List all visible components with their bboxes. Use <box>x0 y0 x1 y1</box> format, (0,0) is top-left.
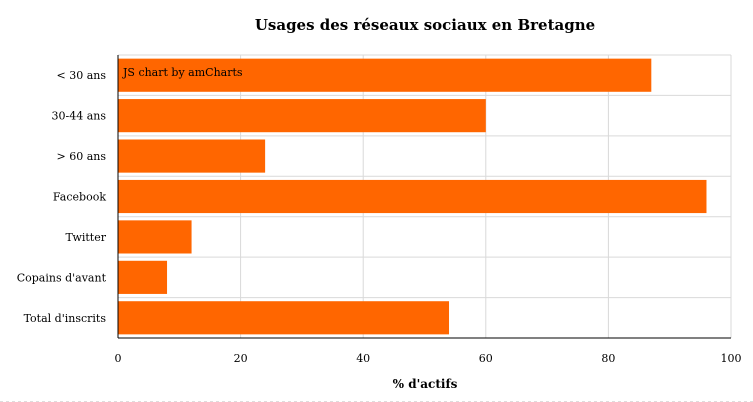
x-tick-label: 40 <box>356 352 370 365</box>
y-tick-label: > 60 ans <box>57 150 107 163</box>
y-tick-label: < 30 ans <box>57 69 107 82</box>
bars <box>118 58 707 335</box>
chart-title: Usages des réseaux sociaux en Bretagne <box>255 16 595 34</box>
x-tick-label: 20 <box>234 352 248 365</box>
bar[interactable] <box>118 260 168 294</box>
bar[interactable] <box>118 99 486 133</box>
bar[interactable] <box>118 220 192 254</box>
bar[interactable] <box>118 139 266 173</box>
x-axis-title: % d'actifs <box>393 377 458 391</box>
x-tick-labels: 0 20 40 60 80 100 <box>115 352 742 365</box>
x-tick-label: 0 <box>115 352 122 365</box>
bar[interactable] <box>118 301 450 335</box>
y-tick-label: Twitter <box>66 231 107 244</box>
chart-credit[interactable]: JS chart by amCharts <box>122 66 243 79</box>
y-tick-label: 30-44 ans <box>52 110 107 123</box>
y-tick-label: Copains d'avant <box>17 271 107 284</box>
x-tick-label: 80 <box>601 352 615 365</box>
x-tick-label: 100 <box>721 352 742 365</box>
y-tick-label: Total d'inscrits <box>24 312 107 325</box>
bar[interactable] <box>118 179 707 214</box>
y-tick-label: Facebook <box>53 191 106 204</box>
x-tick-label: 60 <box>479 352 493 365</box>
bar[interactable] <box>118 58 652 92</box>
y-tick-labels: < 30 ans 30-44 ans > 60 ans Facebook Twitter… <box>17 69 107 325</box>
